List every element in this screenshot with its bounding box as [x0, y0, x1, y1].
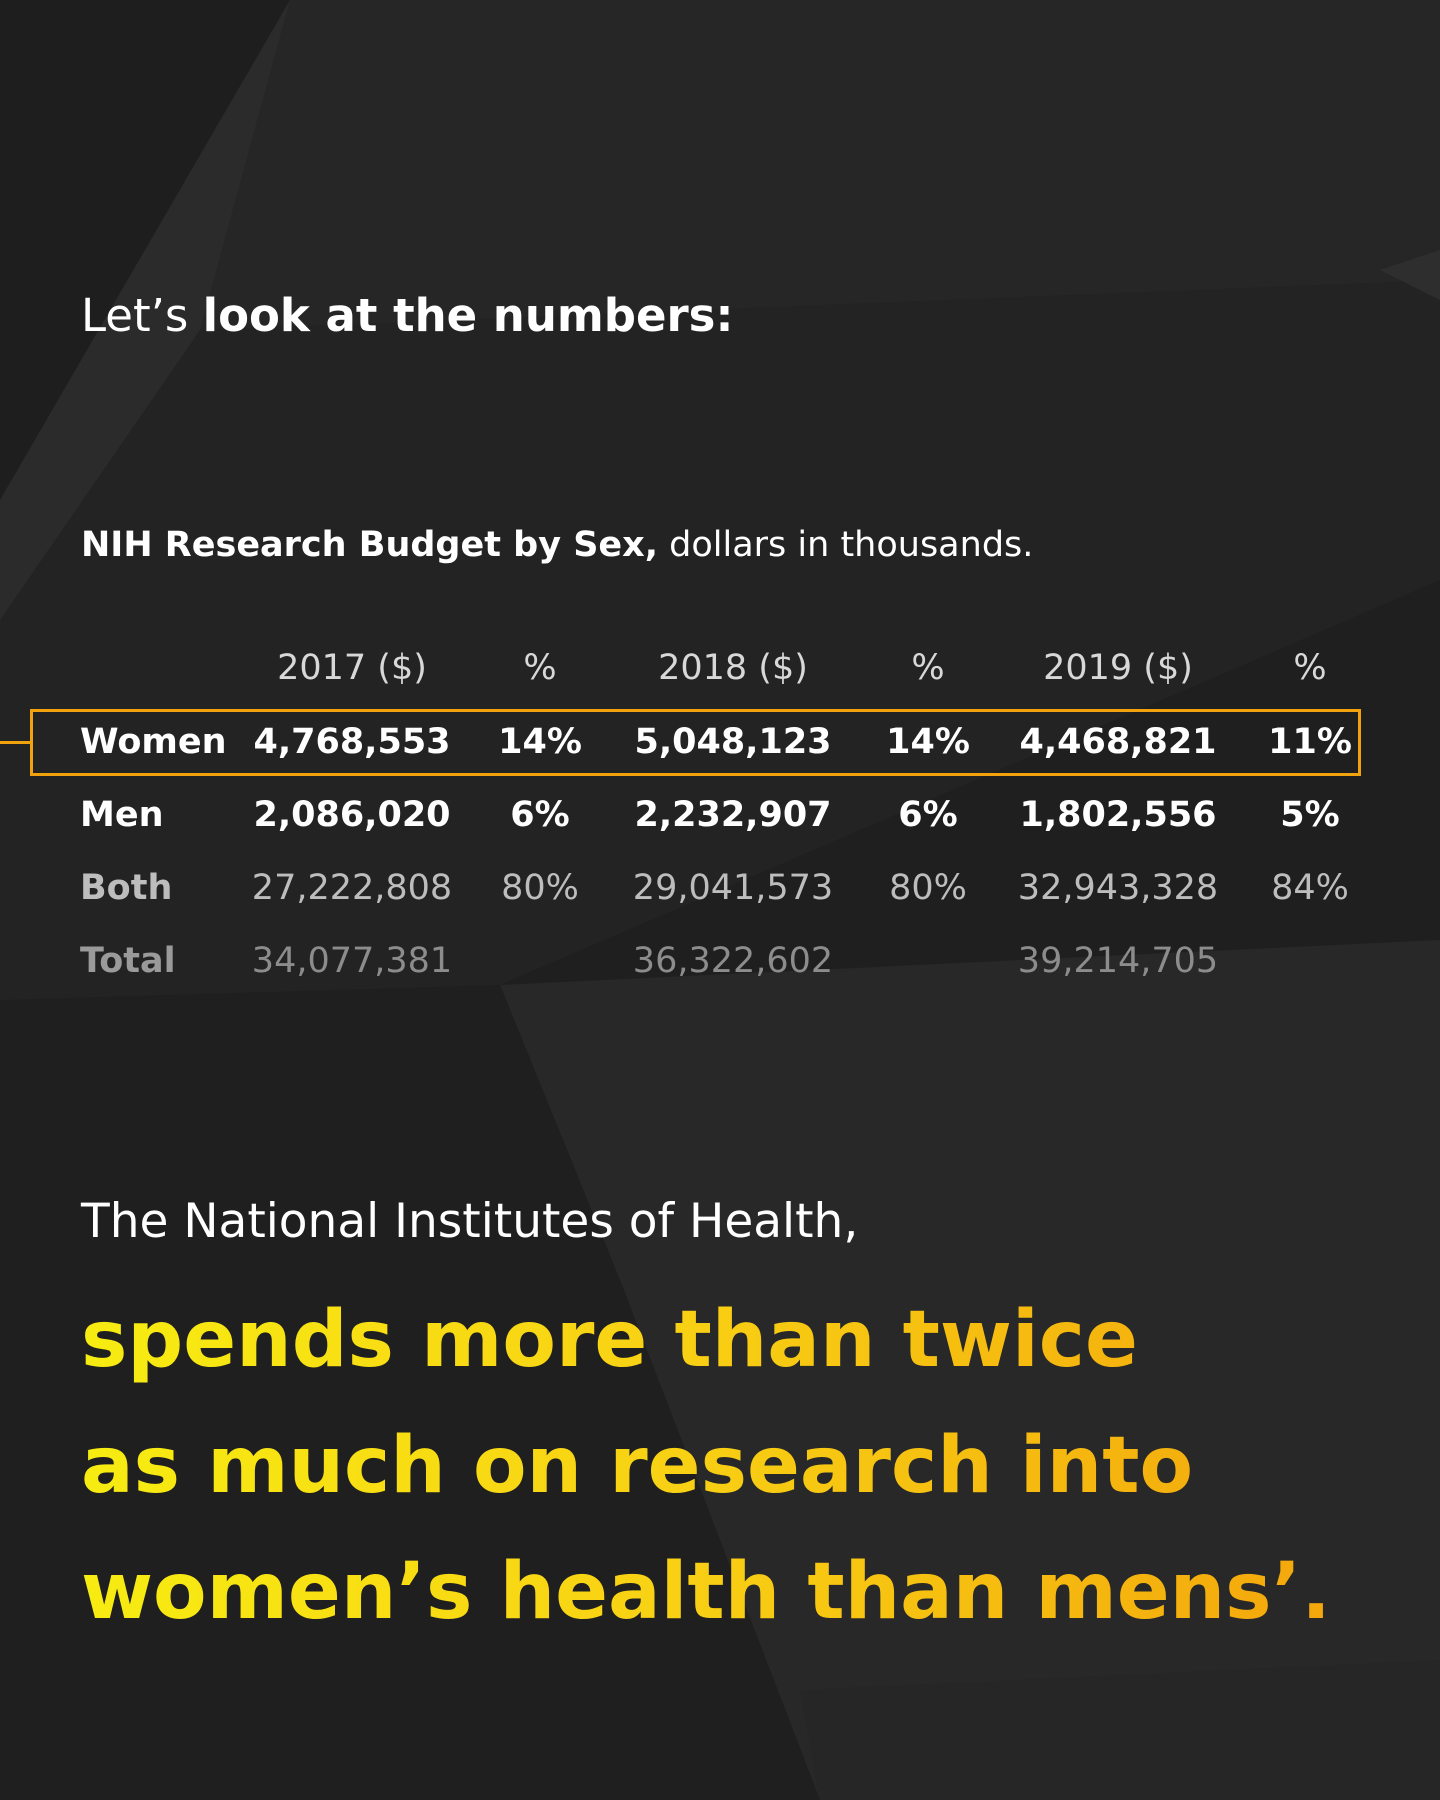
both-2018-percent: 80% — [889, 868, 967, 908]
statement-line-2: as much on research into — [81, 1421, 1194, 1511]
total-2019-dollars: 39,214,705 — [1017, 941, 1219, 981]
both-2018-dollars: 29,041,573 — [632, 868, 834, 908]
women-row-highlight-box — [30, 709, 1361, 776]
women-2019-dollars: 4,468,821 — [1019, 722, 1217, 762]
row-label-both: Both — [80, 868, 173, 908]
budget-table: 2017 ($) % 2018 ($) % 2019 ($) % Women 4… — [80, 632, 1352, 1004]
header-2017-dollars: 2017 ($) — [277, 648, 427, 688]
row-label-men: Men — [80, 795, 164, 835]
table-title: NIH Research Budget by Sex, dollars in t… — [81, 522, 1033, 568]
table-row-total: Total 34,077,381 36,322,602 39,214,705 — [80, 925, 1352, 998]
table-header-row: 2017 ($) % 2018 ($) % 2019 ($) % — [80, 632, 1352, 705]
total-2017-dollars: 34,077,381 — [251, 941, 453, 981]
table-row-men: Men 2,086,020 6% 2,232,907 6% 1,802,556 … — [80, 779, 1352, 852]
table-row-both: Both 27,222,808 80% 29,041,573 80% 32,94… — [80, 852, 1352, 925]
highlight-connector-line — [0, 741, 30, 744]
both-2019-percent: 84% — [1271, 868, 1349, 908]
heading-bold: look at the numbers: — [202, 289, 734, 342]
both-2019-dollars: 32,943,328 — [1017, 868, 1219, 908]
men-2017-percent: 6% — [510, 795, 570, 835]
page-heading: Let’s look at the numbers: — [81, 288, 733, 344]
men-2019-percent: 5% — [1280, 795, 1340, 835]
row-label-total: Total — [80, 941, 176, 981]
table-title-bold: NIH Research Budget by Sex, — [81, 525, 659, 565]
header-2019-dollars: 2019 ($) — [1043, 648, 1193, 688]
header-2019-percent: % — [1293, 648, 1327, 688]
women-2019-percent: 11% — [1268, 722, 1352, 762]
heading-prefix: Let’s — [81, 289, 203, 342]
subline-text: The National Institutes of Health, — [81, 1194, 859, 1249]
statement-line-1: spends more than twice — [81, 1295, 1138, 1385]
men-2019-dollars: 1,802,556 — [1019, 795, 1217, 835]
men-2018-dollars: 2,232,907 — [634, 795, 832, 835]
men-2017-dollars: 2,086,020 — [253, 795, 451, 835]
women-2018-percent: 14% — [886, 722, 970, 762]
women-2017-dollars: 4,768,553 — [253, 722, 451, 762]
both-2017-dollars: 27,222,808 — [251, 868, 453, 908]
women-2017-percent: 14% — [498, 722, 582, 762]
row-label-women: Women — [80, 722, 227, 762]
highlight-statement: spends more than twice as much on resear… — [81, 1277, 1381, 1655]
header-2018-percent: % — [911, 648, 945, 688]
header-2018-dollars: 2018 ($) — [658, 648, 808, 688]
total-2018-dollars: 36,322,602 — [632, 941, 834, 981]
table-title-rest: dollars in thousands. — [658, 525, 1034, 565]
statement-line-3: women’s health than mens’. — [81, 1547, 1331, 1637]
men-2018-percent: 6% — [898, 795, 958, 835]
header-2017-percent: % — [523, 648, 557, 688]
table-row-women: Women 4,768,553 14% 5,048,123 14% 4,468,… — [80, 706, 1352, 779]
both-2017-percent: 80% — [501, 868, 579, 908]
women-2018-dollars: 5,048,123 — [634, 722, 832, 762]
